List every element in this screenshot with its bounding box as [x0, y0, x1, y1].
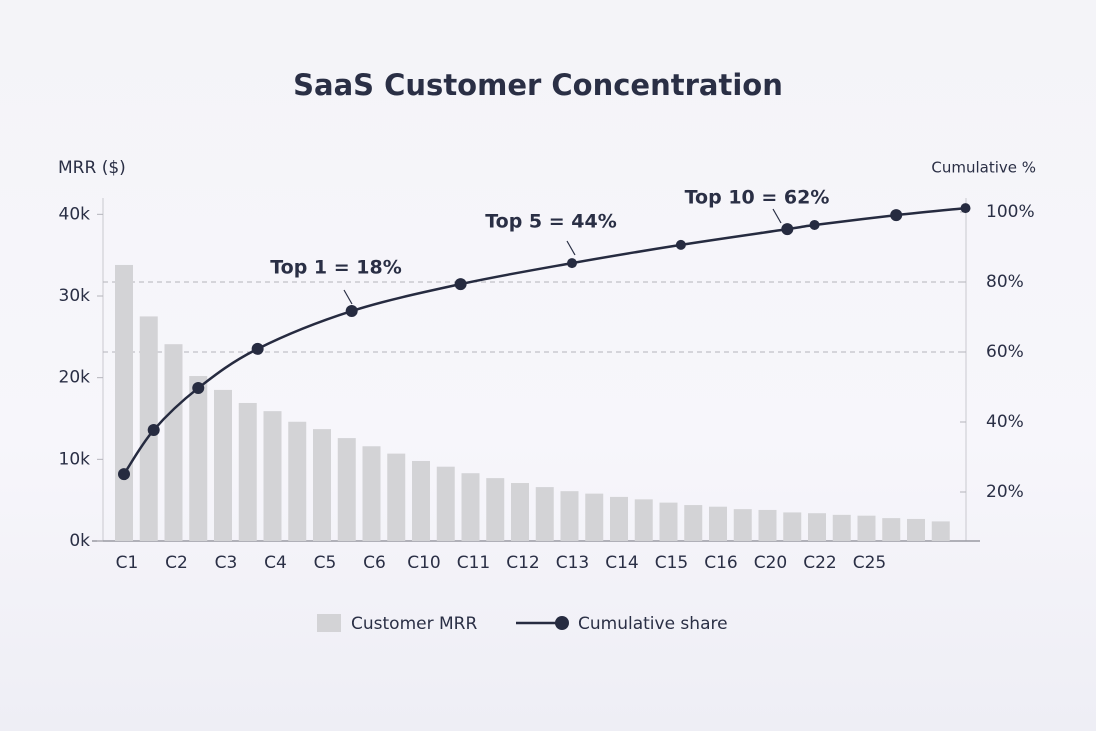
bar: [684, 505, 703, 541]
annotation: Top 5 = 44%: [485, 211, 617, 233]
y2-tick-label: 20%: [986, 482, 1024, 502]
bar: [808, 513, 826, 541]
bar: [535, 487, 554, 541]
chart-title: SaaS Customer Concentration: [293, 68, 783, 102]
line-point: [118, 468, 130, 481]
bar: [337, 438, 356, 541]
y-tick-label: 10k: [59, 449, 91, 469]
line-point: [675, 239, 686, 250]
annotation-arrow: [343, 289, 353, 305]
bar: [412, 460, 430, 541]
annotation-arrow: [566, 240, 576, 256]
x-tick-label: C14: [605, 553, 639, 573]
x-tick-label: C11: [457, 553, 491, 573]
bar: [313, 429, 331, 541]
bar: [115, 264, 133, 541]
line-point: [147, 424, 160, 437]
bar: [288, 421, 307, 541]
line-point: [192, 382, 205, 395]
annotation-arrow: [772, 208, 782, 224]
bar: [832, 514, 851, 541]
x-tick-label: C20: [754, 553, 788, 573]
x-tick-label: C15: [655, 553, 689, 573]
x-tick-label: C12: [506, 553, 540, 573]
x-tick-label: C10: [407, 553, 441, 573]
legend-label: Customer MRR: [351, 614, 477, 634]
bar: [659, 502, 678, 541]
legend-label: Cumulative share: [578, 614, 728, 634]
y2-axis-label: Cumulative %: [931, 159, 1036, 177]
bar: [882, 518, 901, 541]
bar: [857, 515, 876, 541]
bar: [783, 512, 802, 541]
line-point: [566, 258, 577, 269]
bar: [634, 499, 653, 541]
bar: [461, 473, 480, 541]
bar: [436, 466, 455, 541]
x-tick-label: C5: [314, 553, 337, 573]
bar: [387, 453, 406, 541]
bar: [610, 496, 628, 541]
y-tick-label: 30k: [59, 286, 91, 306]
line-point: [960, 203, 971, 214]
line-point: [454, 278, 467, 291]
x-tick-label: C6: [363, 553, 386, 573]
x-tick-label: C13: [556, 553, 590, 573]
bar: [214, 389, 232, 541]
bar: [907, 518, 925, 541]
x-tick-label: C4: [264, 553, 287, 573]
line-point: [345, 305, 358, 318]
line-point: [781, 223, 794, 236]
x-tick-label: C1: [116, 553, 139, 573]
y-tick-label: 20k: [59, 368, 91, 388]
x-tick-label: C3: [215, 553, 238, 573]
y-axis-label: MRR ($): [58, 158, 126, 178]
bar: [585, 493, 604, 541]
x-tick-label: C16: [704, 553, 738, 573]
x-tick-label: C25: [853, 553, 887, 573]
legend-swatch: [317, 614, 341, 632]
bar: [560, 491, 579, 541]
legend-marker: [555, 616, 569, 630]
y-tick-label: 40k: [59, 204, 91, 224]
line-point: [809, 219, 820, 230]
bar: [189, 376, 208, 541]
bar: [931, 521, 950, 541]
y2-tick-label: 100%: [986, 202, 1035, 222]
bar: [238, 402, 257, 541]
line-point: [890, 209, 903, 222]
y-tick-label: 0k: [69, 531, 90, 551]
bar: [164, 344, 183, 541]
bar: [758, 509, 777, 541]
annotation: Top 10 = 62%: [685, 187, 830, 209]
x-tick-label: C22: [803, 553, 837, 573]
annotation: Top 1 = 18%: [270, 257, 402, 279]
bar: [263, 411, 282, 541]
bar: [486, 478, 505, 541]
line-point: [251, 342, 264, 355]
bar: [362, 446, 381, 541]
y2-tick-label: 80%: [986, 272, 1024, 292]
x-tick-label: C2: [165, 553, 188, 573]
bar: [733, 509, 752, 541]
y2-tick-label: 40%: [986, 412, 1024, 432]
bar: [511, 483, 529, 541]
bar: [709, 506, 727, 541]
y2-tick-label: 60%: [986, 342, 1024, 362]
